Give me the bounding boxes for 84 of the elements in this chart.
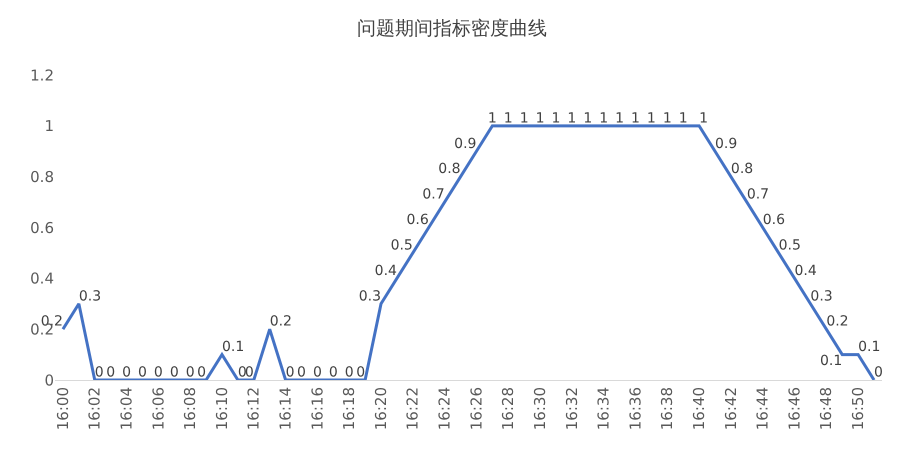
x-tick-label: 16:10 xyxy=(212,387,231,430)
data-label: 0 xyxy=(186,364,195,380)
x-tick-label: 16:18 xyxy=(340,387,358,430)
x-tick-label: 16:02 xyxy=(86,387,104,430)
data-label: 0 xyxy=(197,364,206,380)
data-label: 0 xyxy=(312,364,322,380)
x-tick-label: 16:12 xyxy=(244,387,263,430)
x-tick-label: 16:04 xyxy=(117,387,136,430)
data-label: 0.5 xyxy=(390,237,413,254)
y-tick-label: 0.6 xyxy=(30,218,54,237)
data-label: 1 xyxy=(646,110,656,126)
data-label: 1 xyxy=(678,110,688,126)
data-label: 0.1 xyxy=(820,353,842,370)
data-label: 1 xyxy=(583,110,592,126)
data-label: 0.7 xyxy=(422,186,445,203)
chart-title: 问题期间指标密度曲线 xyxy=(357,18,547,40)
x-tick-label: 16:24 xyxy=(436,387,454,430)
data-label: 0 xyxy=(170,364,179,380)
data-label: 1 xyxy=(567,110,576,126)
data-label: 0 xyxy=(244,364,254,380)
data-label: 0.7 xyxy=(746,186,770,203)
x-tick-label: 16:14 xyxy=(276,387,294,430)
x-tick-label: 16:30 xyxy=(530,387,549,430)
x-tick-label: 16:34 xyxy=(594,387,613,430)
data-label: 1 xyxy=(662,110,672,126)
x-tick-label: 16:40 xyxy=(690,387,708,430)
data-label: 0.9 xyxy=(454,136,476,152)
data-label: 0.1 xyxy=(222,339,244,356)
y-tick-label: 1.2 xyxy=(30,66,54,84)
y-tick-label: 1 xyxy=(44,117,54,136)
data-label: 0 xyxy=(154,364,163,380)
data-label: 0.6 xyxy=(406,212,429,228)
x-tick-label: 16:38 xyxy=(658,387,676,430)
data-label: 0.9 xyxy=(715,136,738,152)
y-tick-label: 0 xyxy=(44,371,54,390)
data-label: 1 xyxy=(488,110,497,126)
x-tick-label: 16:28 xyxy=(499,387,518,430)
x-tick-label: 16:26 xyxy=(467,387,486,430)
data-label: 1 xyxy=(536,110,545,126)
x-tick-label: 16:20 xyxy=(372,387,390,430)
y-tick-label: 0.8 xyxy=(30,168,54,186)
x-tick-label: 16:36 xyxy=(626,387,644,430)
data-label: 0 xyxy=(122,364,132,380)
data-label: 0.3 xyxy=(78,288,102,304)
data-label: 0.5 xyxy=(778,237,801,254)
x-tick-label: 16:48 xyxy=(817,387,836,430)
data-label: 0.2 xyxy=(826,314,849,330)
x-tick-label: 16:42 xyxy=(722,387,740,430)
x-tick-label: 16:46 xyxy=(785,387,804,430)
data-label: 0 xyxy=(874,364,883,380)
data-label: 1 xyxy=(699,110,708,126)
x-tick-label: 16:08 xyxy=(181,387,200,430)
data-label: 0 xyxy=(344,364,354,380)
data-label: 0.6 xyxy=(762,212,786,228)
data-label: 1 xyxy=(631,110,640,126)
data-label: 1 xyxy=(615,110,624,126)
x-tick-label: 16:44 xyxy=(754,387,772,430)
data-label: 0 xyxy=(138,364,147,380)
x-tick-label: 16:50 xyxy=(849,387,868,430)
data-label: 0 xyxy=(94,364,104,380)
data-label: 0.2 xyxy=(270,314,292,330)
data-label: 1 xyxy=(552,110,560,126)
x-tick-label: 16:06 xyxy=(149,387,168,430)
x-tick-label: 16:00 xyxy=(54,387,72,430)
data-label: 0 xyxy=(106,364,116,380)
x-tick-label: 16:32 xyxy=(562,387,581,430)
x-tick-label: 16:22 xyxy=(404,387,422,430)
data-label: 1 xyxy=(504,110,513,126)
y-tick-label: 0.4 xyxy=(30,270,54,288)
data-label: 0.8 xyxy=(730,161,754,178)
data-label: 1 xyxy=(520,110,529,126)
x-tick-label: 16:16 xyxy=(308,387,326,430)
data-label: 0.1 xyxy=(858,339,880,356)
data-label: 0 xyxy=(297,364,306,380)
data-label: 0.4 xyxy=(794,262,817,279)
data-label: 0.3 xyxy=(810,288,833,304)
data-label: 1 xyxy=(599,110,608,126)
data-label: 0.3 xyxy=(358,288,382,304)
data-label: 0 xyxy=(286,364,295,380)
data-label: 0.4 xyxy=(374,262,398,279)
data-label: 0 xyxy=(328,364,338,380)
data-label: 0.8 xyxy=(438,161,461,178)
data-label: 0 xyxy=(238,364,247,380)
data-label: 0 xyxy=(356,364,366,380)
